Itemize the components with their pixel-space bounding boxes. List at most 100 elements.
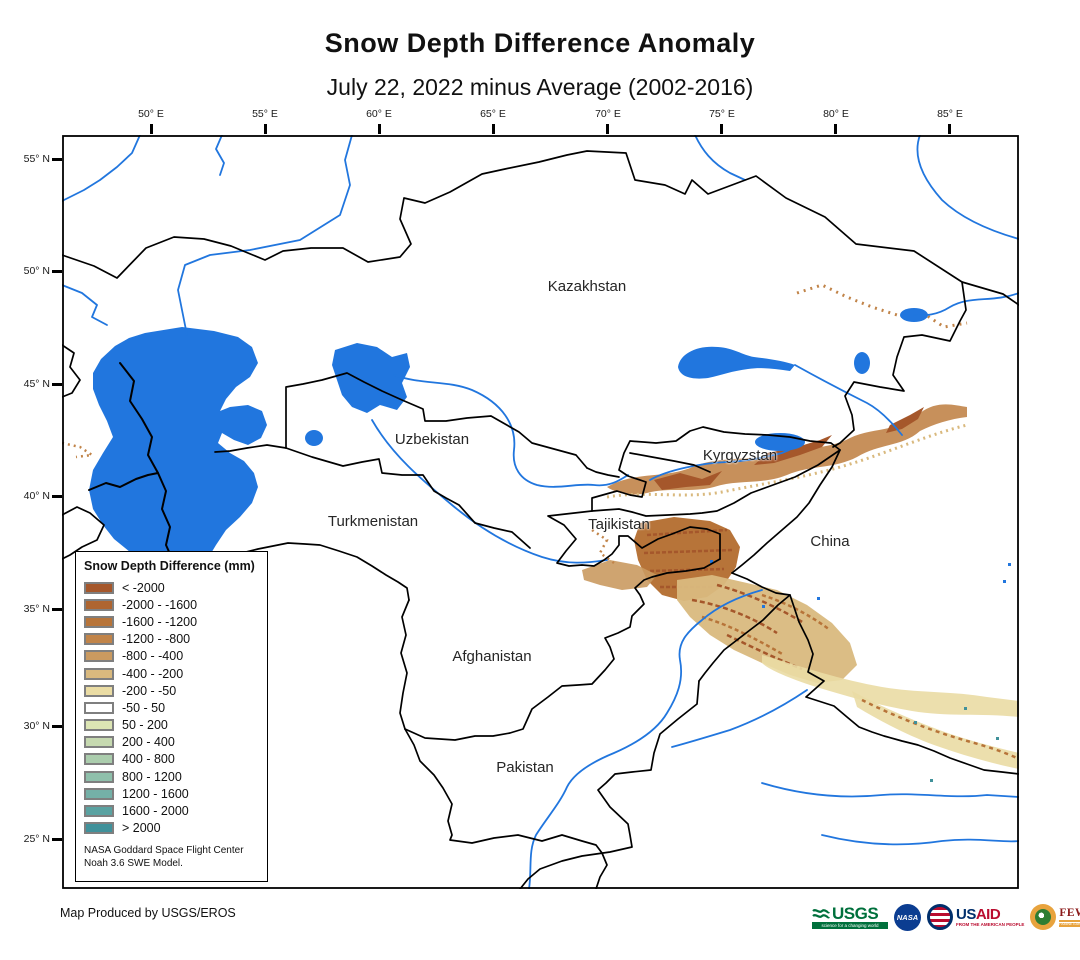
legend-label: -400 - -200	[122, 666, 184, 681]
lon-tick-mark	[606, 124, 609, 134]
lon-tick-mark	[948, 124, 951, 134]
legend-item: 200 - 400	[84, 734, 261, 751]
usaid-tagline: FROM THE AMERICAN PEOPLE	[956, 921, 1025, 927]
legend-swatch	[84, 650, 114, 663]
lon-tick-label: 75° E	[709, 108, 735, 120]
lat-tick-label: 30° N	[23, 720, 50, 732]
lon-tick-label: 50° E	[138, 108, 164, 120]
lon-tick-mark	[264, 124, 267, 134]
lon-tick-mark	[492, 124, 495, 134]
country-label-afghanistan: Afghanistan	[452, 648, 532, 665]
legend-swatch	[84, 598, 114, 611]
lon-tick-label: 70° E	[595, 108, 621, 120]
map-legend: Snow Depth Difference (mm) < -2000 -2000…	[75, 551, 268, 882]
nasa-logo: NASA	[894, 903, 921, 931]
legend-item: 400 - 800	[84, 751, 261, 768]
maritime-border	[88, 472, 159, 491]
legend-swatch	[84, 736, 114, 749]
legend-label: < -2000	[122, 580, 165, 595]
lon-tick-mark	[834, 124, 837, 134]
lat-tick-mark	[52, 725, 62, 728]
usaid-wordmark: USAID	[956, 905, 1001, 923]
usaid-logo: USAID FROM THE AMERICAN PEOPLE	[927, 904, 1024, 930]
legend-item: -800 - -400	[84, 648, 261, 665]
lon-tick-mark	[150, 124, 153, 134]
lon-tick-label: 60° E	[366, 108, 392, 120]
legend-swatch	[84, 822, 114, 835]
legend-label: -1600 - -1200	[122, 614, 198, 629]
legend-label: -2000 - -1600	[122, 597, 198, 612]
lake-balkhash	[678, 346, 795, 379]
legend-title: Snow Depth Difference (mm)	[84, 559, 255, 573]
usgs-tagline: science for a changing world	[812, 922, 888, 929]
lat-tick-mark	[52, 158, 62, 161]
lat-tick-label: 45° N	[23, 378, 50, 390]
legend-label: -1200 - -800	[122, 632, 191, 647]
legend-item: 800 - 1200	[84, 768, 261, 785]
lake-alakol	[854, 352, 870, 374]
lat-tick-label: 40° N	[23, 490, 50, 502]
usgs-wordmark: USGS	[832, 904, 879, 923]
lon-tick-label: 80° E	[823, 108, 849, 120]
lon-tick-label: 85° E	[937, 108, 963, 120]
legend-item: -1600 - -1200	[84, 613, 261, 630]
positive-anomaly-specks	[914, 707, 999, 782]
legend-swatch	[84, 753, 114, 766]
country-label-kazakhstan: Kazakhstan	[547, 278, 627, 295]
country-label-uzbekistan: Uzbekistan	[394, 431, 470, 448]
country-label-pakistan: Pakistan	[496, 759, 554, 776]
legend-label: 200 - 400	[122, 735, 175, 750]
legend-label: 50 - 200	[122, 718, 168, 733]
legend-item: < -2000	[84, 579, 261, 596]
legend-swatch	[84, 805, 114, 818]
legend-label: -800 - -400	[122, 649, 184, 664]
legend-item: 1200 - 1600	[84, 785, 261, 802]
lat-tick-label: 50° N	[23, 265, 50, 277]
map-frame	[62, 135, 1019, 889]
legend-item: -50 - 50	[84, 699, 261, 716]
fews-globe-icon	[1030, 904, 1057, 930]
legend-item: -1200 - -800	[84, 631, 261, 648]
lat-tick-mark	[52, 495, 62, 498]
legend-item: -2000 - -1600	[84, 596, 261, 613]
legend-item: -400 - -200	[84, 665, 261, 682]
legend-swatch	[84, 581, 114, 594]
legend-swatch	[84, 770, 114, 783]
legend-item: 50 - 200	[84, 717, 261, 734]
lat-tick-mark	[52, 608, 62, 611]
agency-logos: USGS science for a changing world NASA U…	[812, 899, 1080, 935]
legend-label: -50 - 50	[122, 700, 166, 715]
lat-tick-mark	[52, 838, 62, 841]
legend-label: > 2000	[122, 821, 161, 836]
legend-source-note: NASA Goddard Space Flight Center Noah 3.…	[84, 844, 244, 869]
legend-swatch	[84, 701, 114, 714]
country-label-turkmenistan: Turkmenistan	[327, 513, 419, 530]
legend-label: 400 - 800	[122, 752, 175, 767]
figure-subtitle: July 22, 2022 minus Average (2002-2016)	[326, 74, 754, 100]
usaid-seal-icon	[927, 904, 953, 930]
lat-tick-mark	[52, 270, 62, 273]
legend-swatch	[84, 667, 114, 680]
country-label-kyrgyzstan: Kyrgyzstan	[702, 447, 778, 464]
country-label-tajikistan: Tajikistan	[588, 516, 650, 533]
map-credit: Map Produced by USGS/EROS	[60, 906, 236, 920]
water-bodies	[89, 308, 928, 576]
legend-swatch	[84, 633, 114, 646]
legend-label: 800 - 1200	[122, 769, 182, 784]
rivers	[62, 135, 1019, 889]
legend-swatch	[84, 684, 114, 697]
figure-title: Snow Depth Difference Anomaly	[324, 28, 756, 58]
lat-tick-label: 55° N	[23, 153, 50, 165]
legend-item: 1600 - 2000	[84, 802, 261, 819]
legend-swatch	[84, 615, 114, 628]
caspian-sea	[89, 327, 267, 576]
country-label-china: China	[810, 533, 850, 550]
legend-label: -200 - -50	[122, 683, 177, 698]
lat-tick-mark	[52, 383, 62, 386]
legend-item: -200 - -50	[84, 682, 261, 699]
legend-item: > 2000	[84, 820, 261, 837]
lat-tick-label: 35° N	[23, 603, 50, 615]
lon-tick-mark	[378, 124, 381, 134]
legend-swatch	[84, 719, 114, 732]
